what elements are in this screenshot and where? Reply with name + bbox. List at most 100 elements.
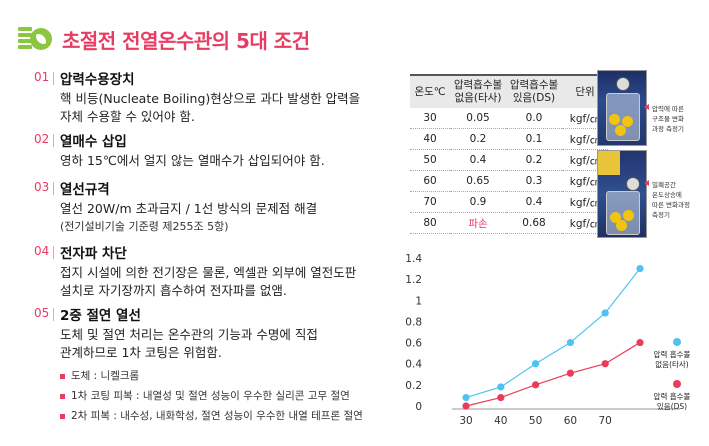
divider <box>53 72 54 85</box>
coating-spec-list: 도체 : 니켈크롬 1차 코팅 피복 : 내열성 및 절연 성능이 우수한 실리… <box>60 366 363 426</box>
body-line: 설치로 자기장까지 흡수하여 전자파를 없앰. <box>60 283 287 298</box>
list-item: 2차 피복 : 내수성, 내화학성, 절연 성능이 우수한 내열 테프론 절연 <box>60 406 363 426</box>
cell: kgf/㎠ <box>562 149 608 171</box>
data-point <box>566 338 574 347</box>
header-with-ball: 압력흡수볼 있음(DS) <box>506 74 562 108</box>
cell: 0.4 <box>506 191 562 213</box>
table-row: 40 0.2 0.1 kgf/㎠ <box>410 128 608 150</box>
condition-number: 03 <box>34 180 50 194</box>
photo-caption-1: 압력에 따른 구조물 변화 과정 측정기 <box>644 104 684 134</box>
cell: 0.1 <box>506 128 562 150</box>
tank-shape <box>606 191 640 235</box>
condition-body: 도체 및 절연 처리는 온수관의 기능과 수명에 직접 관계하므로 1차 코팅은… <box>60 326 318 362</box>
series-line-1 <box>465 342 641 407</box>
x-tick-label: 60 <box>564 415 577 427</box>
cell: 70 <box>410 191 450 213</box>
table-row: 80 파손 0.68 kgf/㎠ <box>410 212 608 234</box>
list-item: 도체 : 니켈크롬 <box>60 366 363 386</box>
table-header-row: 온도℃ 압력흡수볼 없음(타사) 압력흡수볼 있음(DS) 단위 <box>410 74 608 108</box>
pressure-line-chart: 0 0.2 0.4 0.6 0.8 1 1.2 1.4 30 40 50 60 70 <box>405 253 680 427</box>
y-tick-label: 0.8 <box>405 316 422 328</box>
y-tick-label: 0.2 <box>405 380 422 392</box>
x-tick-label: 70 <box>599 415 612 427</box>
condition-number: 02 <box>34 132 50 146</box>
condition-heading: 열선규격 <box>60 182 110 198</box>
cell: 50 <box>410 149 450 171</box>
cell: kgf/㎠ <box>562 212 608 234</box>
data-point <box>462 393 470 402</box>
y-tick-label: 1.4 <box>405 253 422 265</box>
cell: kgf/㎠ <box>562 170 608 192</box>
divider <box>53 246 54 259</box>
square-bullet-icon <box>60 413 65 419</box>
legend-dot <box>673 338 681 346</box>
data-point <box>601 309 609 317</box>
condition-number: 01 <box>34 70 50 84</box>
divider <box>53 308 54 321</box>
cell: 80 <box>410 212 450 234</box>
condition-heading: 2중 절연 열선 <box>60 308 141 324</box>
data-point <box>566 369 574 377</box>
regulation-note: (전기설비기술 기준령 제255조 5항) <box>60 220 229 233</box>
legend-dot <box>673 380 681 388</box>
arrow-left-icon <box>644 104 649 110</box>
list-item: 1차 코팅 피복 : 내열성 및 절연 성능이 우수한 실리콘 고무 절연 <box>60 386 363 406</box>
damaged-cell: 파손 <box>450 212 506 234</box>
condition-heading: 전자파 차단 <box>60 246 127 262</box>
header-text: 압력흡수볼 있음(DS) <box>509 79 559 104</box>
y-tick-label: 0.4 <box>405 359 422 371</box>
condition-heading: 압력수용장치 <box>60 72 135 88</box>
cell: 40 <box>410 128 450 150</box>
photo-caption-2: 밀폐공간 온도상승에 따른 변화과정 측정기 <box>644 180 690 220</box>
header-temperature: 온도℃ <box>410 74 450 108</box>
condition-body: 접지 시설에 의한 전기장은 물론, 엑셀관 외부에 열전도판 설치로 자기장까… <box>60 264 356 300</box>
body-line: 관계하므로 1차 코팅은 위험함. <box>60 345 222 360</box>
condition-body: 영하 15℃에서 얼지 않는 열매수가 삽입되어야 함. <box>60 152 325 170</box>
condition-body: 핵 비등(Nucleate Boiling)현상으로 과다 발생한 압력을 자체… <box>60 90 360 126</box>
arrow-left-icon <box>644 180 649 186</box>
table-row: 70 0.9 0.4 kgf/㎠ <box>410 191 608 213</box>
cell: 0.2 <box>450 128 506 150</box>
divider <box>53 182 54 195</box>
body-line: 도체 및 절연 처리는 온수관의 기능과 수명에 직접 <box>60 327 318 342</box>
body-line: 핵 비등(Nucleate Boiling)현상으로 과다 발생한 압력을 <box>60 91 361 106</box>
title-block: 초절전 전열온수관의 5대 조건 <box>18 24 310 54</box>
condition-number: 05 <box>34 306 50 320</box>
cell: 60 <box>410 170 450 192</box>
body-line: 자체 수용할 수 있어야 함. <box>60 109 195 124</box>
x-tick-label: 40 <box>494 415 507 427</box>
controller-box <box>598 151 620 175</box>
cell: 0.05 <box>450 108 506 129</box>
condition-number: 04 <box>34 244 50 258</box>
data-point <box>601 360 609 368</box>
body-line: 열선 20W/m 초과금지 / 1선 방식의 문제점 해결 <box>60 201 318 216</box>
cell: kgf/㎠ <box>562 108 608 129</box>
y-tick-label: 0.6 <box>405 338 422 350</box>
legend-item-without-ball: 압력 흡수볼 없음(타사) <box>648 338 696 370</box>
data-point <box>636 338 644 347</box>
cell: 0.4 <box>450 149 506 171</box>
condition-body: 열선 20W/m 초과금지 / 1선 방식의 문제점 해결 (전기설비기술 기준… <box>60 200 317 236</box>
divider <box>53 134 54 147</box>
y-tick-label: 0 <box>415 401 422 413</box>
cell: 0.0 <box>506 108 562 129</box>
data-point <box>462 402 470 410</box>
page-title: 초절전 전열온수관의 5대 조건 <box>62 28 310 53</box>
leaf-bubble-icon <box>18 24 52 54</box>
temperature-test-photo <box>597 150 647 238</box>
gauge-icon <box>626 177 640 191</box>
square-bullet-icon <box>60 373 65 379</box>
pressure-table: 온도℃ 압력흡수볼 없음(타사) 압력흡수볼 있음(DS) 단위 30 0.05 0… <box>410 74 608 234</box>
data-point <box>636 264 644 273</box>
cell: kgf/㎠ <box>562 191 608 213</box>
data-point <box>497 393 505 402</box>
cell: 0.2 <box>506 149 562 171</box>
table-row: 50 0.4 0.2 kgf/㎠ <box>410 149 608 171</box>
square-bullet-icon <box>60 393 65 399</box>
cell: 0.3 <box>506 170 562 192</box>
tank-shape <box>606 93 640 141</box>
x-tick-label: 50 <box>529 415 542 427</box>
body-line: 영하 15℃에서 얼지 않는 열매수가 삽입되어야 함. <box>60 153 325 168</box>
body-line: 접지 시설에 의한 전기장은 물론, 엑셀관 외부에 열전도판 <box>60 265 357 280</box>
cell: 0.68 <box>506 212 562 234</box>
